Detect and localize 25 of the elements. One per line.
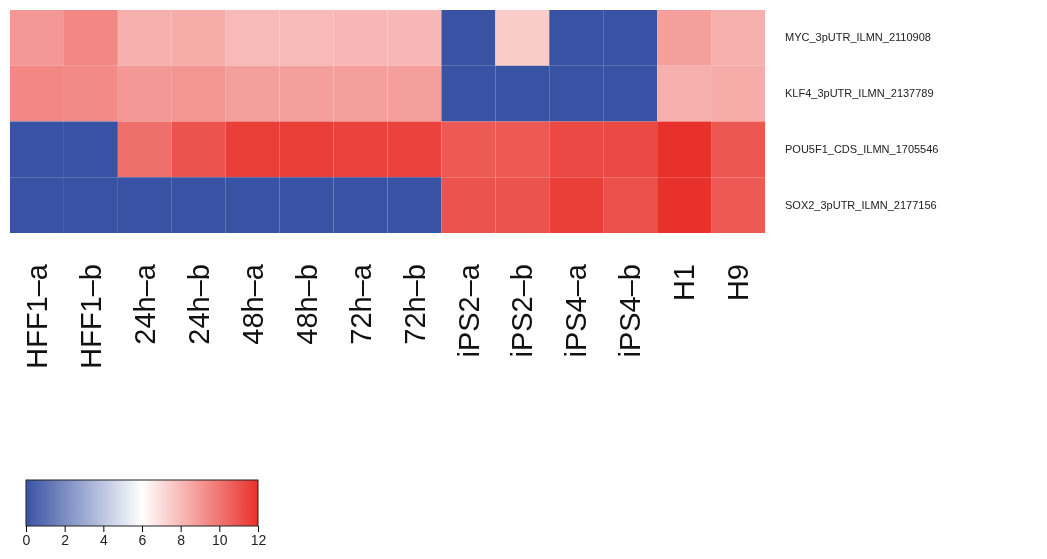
color-bar-label: 8: [177, 531, 186, 548]
color-bar-label: 12: [250, 531, 267, 548]
x-tick-label: 72h–b: [398, 264, 431, 345]
x-tick-label: 24h–b: [182, 264, 215, 345]
y-tick-label: POU5F1_CDS_ILMN_1705546: [785, 142, 939, 155]
x-tick-label: H1: [668, 264, 701, 302]
x-tick-label: 48h–a: [236, 263, 269, 345]
color-bar-label: 2: [61, 531, 70, 548]
x-tick-label: iPS2–a: [452, 263, 485, 358]
x-tick-label: 24h–a: [128, 263, 161, 345]
color-bar-label: 10: [212, 531, 228, 548]
x-tick-label: HFF1–a: [21, 263, 54, 369]
y-tick-label: MYC_3pUTR_ILMN_2110908: [785, 31, 931, 44]
color-bar-label: 4: [99, 531, 108, 548]
color-bar-label: 0: [22, 531, 31, 548]
color-bar-label: 6: [138, 531, 147, 548]
x-tick-label: HFF1–b: [75, 264, 108, 369]
y-tick-label: KLF4_3pUTR_ILMN_2137789: [785, 87, 934, 100]
x-tick-label: iPS2–b: [506, 264, 539, 358]
y-tick-label: SOX2_3pUTR_ILMN_2177156: [785, 198, 937, 211]
x-tick-label: 48h–b: [290, 264, 323, 345]
x-tick-label: 72h–a: [344, 263, 377, 345]
x-tick-label: iPS4–b: [614, 264, 647, 358]
x-tick-label: iPS4–a: [560, 263, 593, 358]
x-tick-label: H9: [722, 264, 755, 302]
